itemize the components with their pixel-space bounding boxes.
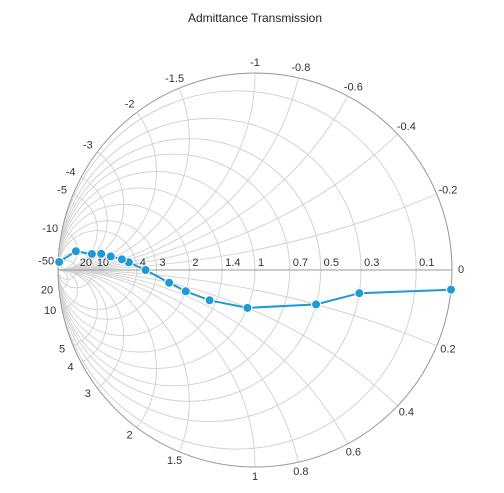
grid-line: [58, 73, 190, 271]
reactance-label: 1: [252, 471, 258, 483]
reactance-label: 10: [44, 305, 56, 317]
reactance-label: -1.5: [165, 73, 184, 85]
grid-line: [58, 269, 452, 467]
reactance-label: -0.6: [344, 81, 363, 93]
grid-line: [58, 269, 157, 467]
grid-line: [58, 269, 387, 467]
resistance-label: 10: [97, 257, 109, 269]
reactance-label: -0.4: [397, 121, 416, 133]
grid-line: [58, 269, 98, 350]
data-point: [242, 302, 253, 313]
grid-line: [58, 190, 98, 271]
data-point: [164, 277, 175, 288]
grid-line: [58, 269, 108, 369]
data-point: [140, 265, 151, 275]
reactance-label: -4: [66, 166, 76, 178]
reactance-label: 0.8: [293, 466, 308, 478]
resistance-label: 20: [80, 257, 92, 269]
reactance-label: -1: [250, 57, 260, 69]
grid-line: [58, 269, 256, 467]
data-point: [311, 299, 322, 310]
resistance-label: 0.3: [364, 257, 379, 269]
data-point: [446, 284, 457, 295]
resistance-label: 1: [258, 257, 264, 269]
resistance-label: 4: [140, 257, 146, 269]
data-point: [54, 256, 65, 267]
reactance-label: -5: [57, 184, 67, 196]
data-point: [86, 248, 97, 259]
resistance-label: 1.4: [225, 257, 240, 269]
reactance-label: 2: [127, 430, 133, 442]
reactance-label: 0.4: [399, 407, 414, 419]
reactance-label: 3: [85, 388, 91, 400]
reactance-label: 20: [41, 285, 53, 297]
data-point: [70, 246, 81, 257]
resistance-label: 0.5: [324, 257, 339, 269]
data-point: [354, 288, 365, 299]
reactance-label: -2: [125, 98, 135, 110]
data-point: [105, 251, 116, 262]
reactance-label: -10: [42, 223, 58, 235]
resistance-label: 0: [458, 264, 464, 276]
reactance-label: 0.6: [346, 447, 361, 459]
reactance-label: 1.5: [167, 455, 182, 467]
reactance-label: 4: [68, 361, 74, 373]
grid-line: [58, 73, 452, 271]
reactance-label: -3: [83, 140, 93, 152]
data-point: [204, 295, 215, 306]
data-point: [96, 248, 107, 259]
grid-line: [58, 269, 79, 310]
grid-line: [58, 269, 452, 467]
resistance-label: 0.7: [293, 257, 308, 269]
grid-line: [58, 269, 190, 467]
grid-line: [58, 73, 157, 271]
grid-line: [58, 269, 125, 402]
reactance-label: -0.2: [438, 184, 457, 196]
reactance-label: 0.2: [440, 344, 455, 356]
reactance-label: -0.8: [291, 62, 310, 74]
chart-title: Admittance Transmission: [188, 11, 322, 25]
reactance-label: -50: [38, 256, 54, 268]
grid-line: [58, 73, 452, 271]
grid-line: [58, 171, 108, 271]
grid-line: [58, 138, 125, 271]
data-point: [116, 254, 127, 265]
resistance-label: 3: [160, 257, 166, 269]
reactance-label: 5: [59, 344, 65, 356]
data-point: [180, 286, 191, 297]
resistance-label: 2: [192, 257, 198, 269]
resistance-label: 0.1: [419, 257, 434, 269]
